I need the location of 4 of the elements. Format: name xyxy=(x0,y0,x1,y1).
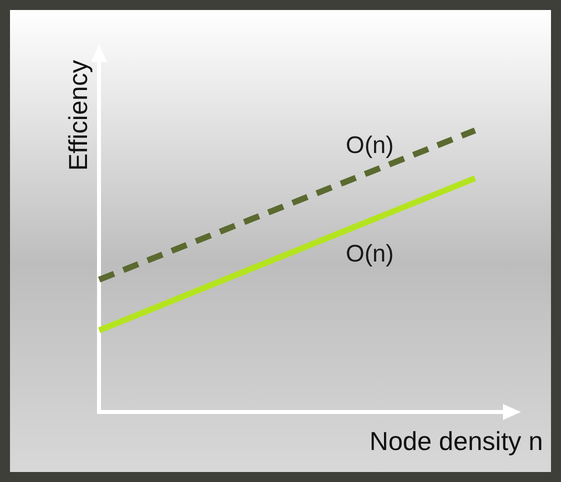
x-axis-title: Node density n xyxy=(370,426,543,456)
y-axis-title: Efficiency xyxy=(62,60,93,171)
series-label: O(n) xyxy=(346,132,394,159)
series-label: O(n) xyxy=(346,240,394,268)
